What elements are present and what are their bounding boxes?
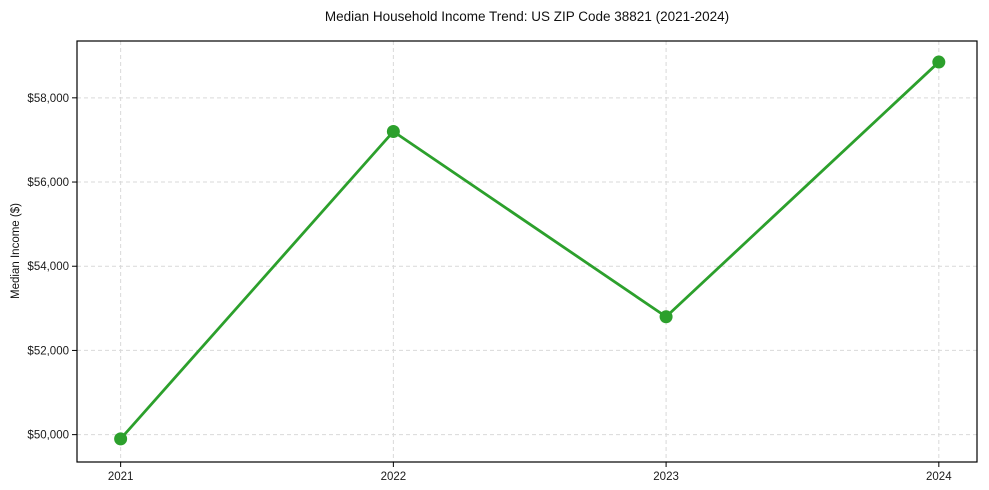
y-tick-label: $52,000	[27, 345, 69, 357]
data-point-marker	[114, 432, 128, 446]
y-tick-label: $50,000	[27, 430, 69, 442]
x-tick-label: 2023	[653, 471, 679, 483]
x-tick-label: 2021	[108, 471, 134, 483]
x-tick-label: 2024	[926, 471, 952, 483]
x-tick-label: 2022	[381, 471, 407, 483]
y-tick-label: $58,000	[27, 93, 69, 105]
y-tick-label: $54,000	[27, 261, 69, 273]
data-point-marker	[659, 310, 673, 324]
income-trend-line	[119, 60, 941, 441]
plot-border	[76, 40, 978, 463]
chart-title: Median Household Income Trend: US ZIP Co…	[324, 9, 730, 24]
data-point-marker	[932, 55, 946, 69]
y-tick-label: $56,000	[27, 177, 69, 189]
data-point-marker	[386, 125, 400, 139]
